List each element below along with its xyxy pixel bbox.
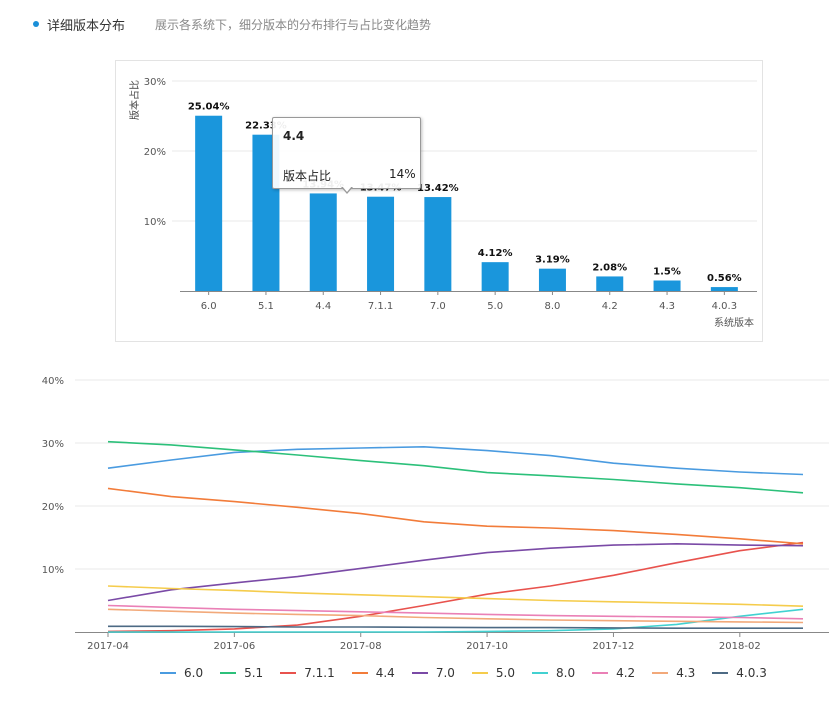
legend-swatch	[532, 672, 549, 674]
legend-item-7-1-1[interactable]: 7.1.1	[280, 666, 335, 680]
bar-mark	[481, 262, 509, 291]
legend-item-4-2[interactable]: 4.2	[592, 666, 635, 680]
legend-label: 4.0.3	[736, 666, 767, 680]
section-subtitle: 展示各系统下，细分版本的分布排行与占比变化趋势	[155, 17, 432, 32]
series-line-6-0	[107, 445, 804, 476]
bar-data-label: 3.19%	[535, 255, 570, 266]
bar-mark	[653, 280, 681, 291]
line-ytick-label: 30%	[42, 439, 64, 450]
line-x-tick-label: 2018-02	[719, 641, 761, 652]
legend-label: 4.2	[616, 666, 636, 680]
bar-x-axis-label: 系统版本	[714, 316, 754, 329]
legend-item-8-0[interactable]: 8.0	[532, 666, 575, 680]
series-line-4-3	[107, 608, 804, 624]
legend-swatch	[592, 672, 609, 674]
legend-label: 7.1.1	[304, 666, 335, 680]
bar-mark	[424, 197, 452, 291]
bar-x-tick-label: 4.0.3	[712, 301, 737, 312]
series-line-4-2	[107, 604, 804, 620]
series-line-5-1	[107, 440, 804, 494]
bar-mark	[367, 196, 395, 291]
series-line-8-0	[108, 608, 804, 633]
legend-swatch	[652, 672, 669, 674]
bar-mark	[309, 193, 337, 291]
line-ytick-label: 40%	[42, 376, 64, 387]
legend-label: 7.0	[435, 666, 455, 680]
series-line-4-0-3	[108, 625, 803, 630]
tooltip-value: 14%	[389, 167, 416, 181]
legend-label: 5.1	[244, 666, 264, 680]
series-line-7-1-1	[107, 541, 804, 633]
line-ytick-label: 20%	[42, 502, 64, 513]
legend-swatch	[471, 672, 488, 674]
section-header: 详细版本分布 展示各系统下，细分版本的分布排行与占比变化趋势	[33, 14, 431, 34]
legend-item-6-0[interactable]: 6.0	[160, 666, 203, 680]
legend-label: 8.0	[556, 666, 576, 680]
bar-ytick-label: 20%	[144, 147, 166, 158]
legend-item-5-0[interactable]: 5.0	[471, 666, 516, 680]
bar-mark	[195, 115, 223, 291]
line-x-tick-label: 2017-04	[87, 641, 129, 652]
bar-x-tick-label: 4.2	[602, 301, 618, 312]
bar-data-label: 2.08%	[592, 262, 627, 273]
series-line-4-4	[107, 487, 804, 545]
bar-data-label: 13.42%	[417, 183, 459, 194]
legend-swatch	[351, 672, 368, 674]
legend-label: 5.0	[495, 666, 516, 680]
bar-x-tick-label: 4.3	[659, 301, 675, 312]
bar-x-tick-label: 5.0	[487, 301, 503, 312]
legend-label: 4.3	[676, 666, 696, 680]
legend-label: 6.0	[184, 666, 204, 680]
series-line-5-0	[107, 585, 804, 607]
line-x-tick-label: 2017-08	[340, 641, 382, 652]
bar-x-tick-label: 4.4	[315, 301, 331, 312]
legend-swatch	[160, 672, 176, 674]
bar-y-axis-label: 版本占比	[128, 80, 141, 120]
chart-tooltip: 4.4 版本占比 14%	[272, 117, 421, 194]
legend-item-4-3[interactable]: 4.3	[652, 666, 695, 680]
legend-item-5-1[interactable]: 5.1	[220, 666, 263, 680]
bar-ytick-label: 10%	[144, 217, 166, 228]
bar-data-label: 25.04%	[188, 102, 230, 113]
line-ytick-label: 10%	[42, 565, 64, 576]
legend-label: 4.4	[375, 666, 395, 680]
bar-mark	[538, 268, 566, 291]
legend-swatch	[280, 672, 297, 674]
bar-mark	[596, 276, 624, 291]
bar-data-label: 0.56%	[707, 273, 742, 284]
tooltip-title: 4.4	[283, 129, 305, 143]
bar-data-label: 22.33%	[245, 121, 287, 132]
line-x-tick-label: 2017-12	[593, 641, 635, 652]
line-x-tick-label: 2017-10	[466, 641, 508, 652]
legend-item-7-0[interactable]: 7.0	[411, 666, 455, 680]
tooltip-label: 版本占比	[283, 169, 332, 183]
line-x-tick-label: 2017-06	[213, 641, 255, 652]
bar-chart-panel	[115, 60, 763, 342]
legend-item-4-4[interactable]: 4.4	[351, 666, 395, 680]
section-title: 详细版本分布	[47, 18, 126, 34]
bar-mark	[710, 287, 738, 291]
bar-ytick-label: 30%	[144, 77, 166, 88]
legend-swatch	[220, 672, 237, 674]
bar-x-tick-label: 8.0	[544, 301, 560, 312]
bar-x-tick-label: 6.0	[201, 301, 217, 312]
legend-swatch	[712, 672, 729, 674]
bar-data-label: 1.5%	[653, 267, 681, 278]
series-line-7-0	[107, 542, 804, 602]
tooltip-arrow-inner	[342, 186, 352, 192]
line-chart-legend: 6.0 5.1 7.1.1 4.4 7.0 5.0 8.0 4.2 4.3 4.0.3	[160, 666, 784, 680]
legend-item-4-0-3[interactable]: 4.0.3	[712, 666, 767, 680]
bar-x-tick-label: 5.1	[258, 301, 274, 312]
bar-x-tick-label: 7.1.1	[368, 301, 393, 312]
legend-swatch	[411, 672, 428, 674]
bar-x-tick-label: 7.0	[430, 301, 446, 312]
bar-data-label: 4.12%	[478, 248, 513, 259]
bullet-icon	[33, 21, 39, 27]
